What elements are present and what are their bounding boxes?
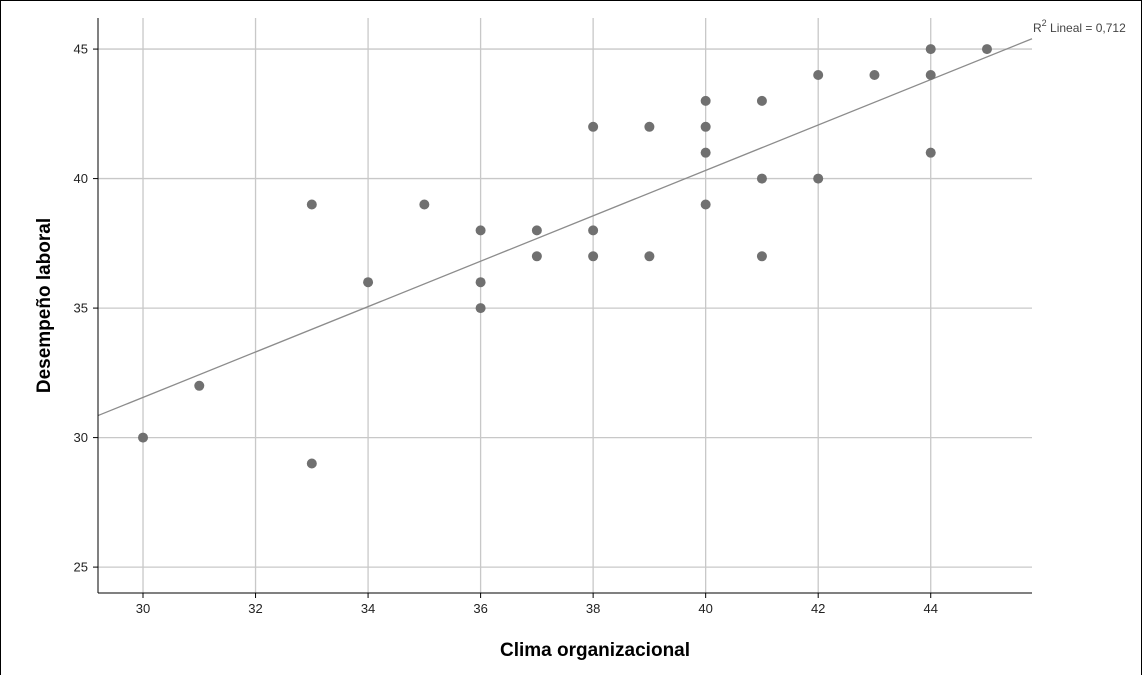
scatter-point	[475, 225, 486, 236]
scatter-point	[363, 277, 374, 288]
r-squared-label: R2 Lineal = 0,712	[1033, 18, 1126, 35]
y-tick-label: 40	[74, 171, 88, 186]
scatter-point	[531, 251, 542, 262]
scatter-point	[700, 95, 711, 106]
scatter-point	[813, 69, 824, 80]
regression-line	[97, 38, 1033, 417]
scatter-point	[588, 121, 599, 132]
scatter-point	[419, 199, 430, 210]
x-tick-label: 38	[586, 601, 600, 616]
scatter-point	[700, 121, 711, 132]
x-tick-label: 30	[136, 601, 150, 616]
y-tick-label: 45	[74, 42, 88, 57]
scatter-point	[700, 199, 711, 210]
scatter-point	[531, 225, 542, 236]
scatter-point	[588, 225, 599, 236]
scatter-point	[813, 173, 824, 184]
scatter-point	[925, 44, 936, 55]
r-squared-exponent: 2	[1042, 18, 1047, 28]
x-tick-label: 32	[248, 601, 262, 616]
x-axis-title: Clima organizacional	[500, 640, 690, 661]
x-tick-label: 44	[923, 601, 937, 616]
r-squared-letter: R	[1033, 21, 1042, 35]
scatter-point	[306, 458, 317, 469]
tick-labels: 30 32 34 36 38 40 42 44 25 30 35 40 45	[74, 42, 938, 616]
scatter-point	[475, 303, 486, 314]
y-tick-label: 30	[74, 430, 88, 445]
axes	[93, 18, 1032, 598]
r-squared-value: Lineal = 0,712	[1047, 21, 1126, 35]
x-tick-label: 42	[811, 601, 825, 616]
grid-lines	[98, 18, 1032, 593]
scatter-point	[925, 147, 936, 158]
y-tick-label: 25	[74, 560, 88, 575]
scatter-point	[981, 44, 992, 55]
fit-line-group	[97, 38, 1033, 417]
scatter-point	[700, 147, 711, 158]
scatter-point	[475, 277, 486, 288]
scatter-point	[138, 432, 149, 443]
x-tick-label: 34	[361, 601, 375, 616]
scatter-point	[644, 121, 655, 132]
scatter-point	[194, 380, 205, 391]
scatter-point	[306, 199, 317, 210]
scatter-point	[588, 251, 599, 262]
x-tick-label: 36	[473, 601, 487, 616]
scatter-point	[756, 251, 767, 262]
y-axis-title: Desempeño laboral	[34, 218, 55, 393]
x-tick-label: 40	[698, 601, 712, 616]
scatter-point	[756, 173, 767, 184]
y-tick-label: 35	[74, 301, 88, 316]
scatter-point	[756, 95, 767, 106]
scatter-point	[925, 69, 936, 80]
scatter-point	[869, 69, 880, 80]
data-points	[138, 44, 992, 469]
scatter-point	[644, 251, 655, 262]
